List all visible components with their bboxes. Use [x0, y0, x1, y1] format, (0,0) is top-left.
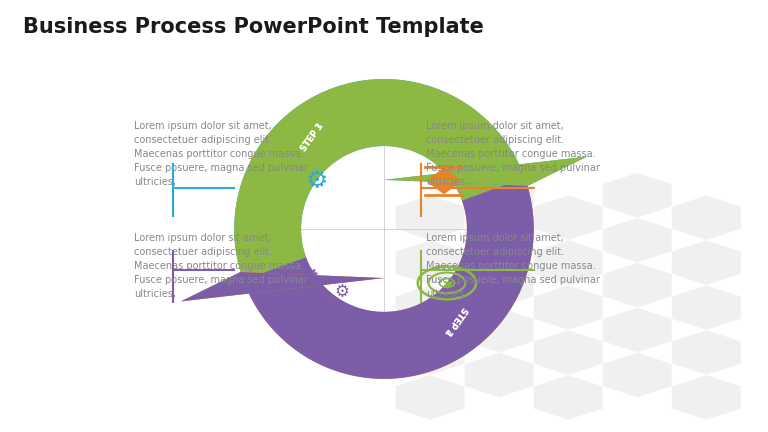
Text: ⚙: ⚙: [306, 169, 328, 193]
Polygon shape: [603, 173, 672, 218]
Text: ⚙: ⚙: [335, 283, 349, 301]
Polygon shape: [603, 263, 672, 308]
Text: STEP 1: STEP 1: [300, 121, 326, 153]
Polygon shape: [672, 240, 741, 285]
Polygon shape: [603, 353, 672, 397]
Polygon shape: [396, 195, 465, 240]
Polygon shape: [243, 178, 534, 379]
Polygon shape: [534, 285, 603, 330]
Text: STEP 4: STEP 4: [442, 305, 468, 337]
Polygon shape: [672, 375, 741, 420]
Polygon shape: [384, 156, 588, 186]
Text: ⚙: ⚙: [300, 267, 319, 287]
Text: STEP 2: STEP 2: [442, 305, 468, 337]
Polygon shape: [243, 178, 534, 379]
Polygon shape: [672, 285, 741, 330]
Polygon shape: [427, 168, 461, 180]
Polygon shape: [672, 195, 741, 240]
Polygon shape: [396, 240, 465, 285]
Text: Lorem ipsum dolor sit amet,
consectetuer adipiscing elit.
Maecenas porttitor con: Lorem ipsum dolor sit amet, consectetuer…: [426, 121, 600, 187]
Polygon shape: [465, 353, 534, 397]
Polygon shape: [534, 240, 603, 285]
Polygon shape: [603, 218, 672, 263]
Polygon shape: [534, 375, 603, 420]
Polygon shape: [234, 79, 525, 280]
Polygon shape: [180, 272, 384, 302]
Polygon shape: [384, 156, 588, 186]
Text: Lorem ipsum dolor sit amet,
consectetuer adipiscing elit.
Maecenas porttitor con: Lorem ipsum dolor sit amet, consectetuer…: [134, 233, 308, 299]
Polygon shape: [396, 285, 465, 330]
Text: Business Process PowerPoint Template: Business Process PowerPoint Template: [23, 17, 484, 37]
Text: Lorem ipsum dolor sit amet,
consectetuer adipiscing elit.
Maecenas porttitor con: Lorem ipsum dolor sit amet, consectetuer…: [134, 121, 308, 187]
Polygon shape: [396, 330, 465, 375]
Text: STEP 3: STEP 3: [300, 121, 326, 153]
Polygon shape: [465, 173, 534, 218]
Polygon shape: [427, 182, 461, 194]
Polygon shape: [234, 79, 525, 280]
Polygon shape: [396, 375, 465, 420]
Polygon shape: [672, 330, 741, 375]
Polygon shape: [534, 195, 603, 240]
Polygon shape: [603, 308, 672, 353]
Polygon shape: [465, 263, 534, 308]
Polygon shape: [534, 330, 603, 375]
Polygon shape: [180, 272, 384, 302]
Polygon shape: [465, 308, 534, 353]
Text: Lorem ipsum dolor sit amet,
consectetuer adipiscing elit.
Maecenas porttitor con: Lorem ipsum dolor sit amet, consectetuer…: [426, 233, 600, 299]
Polygon shape: [465, 218, 534, 263]
